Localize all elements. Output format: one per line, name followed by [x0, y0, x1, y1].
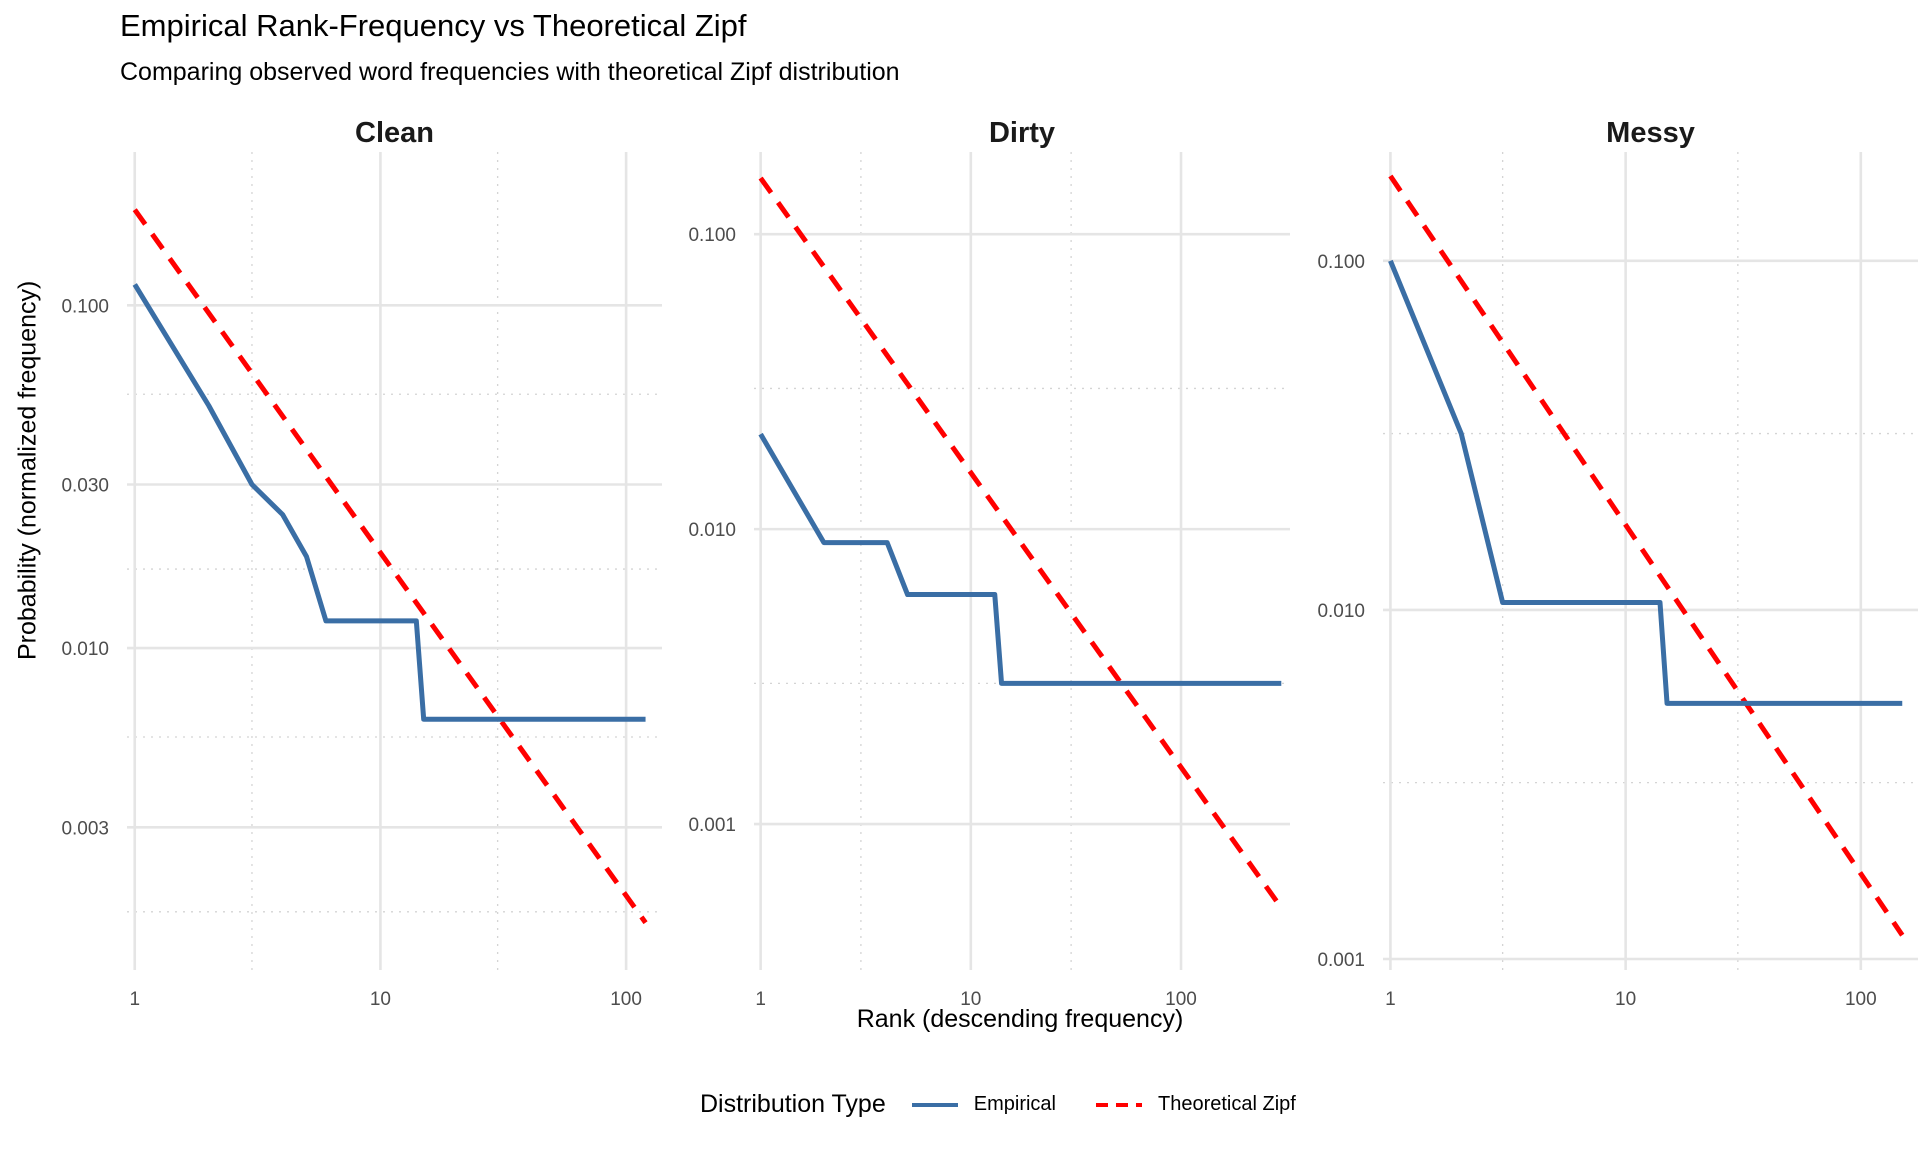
dirty-x-tick-label-1: 10 — [960, 989, 981, 1010]
clean-empirical-line — [132, 283, 646, 722]
legend-label-empirical: Empirical — [973, 1093, 1056, 1115]
chart-title: Empirical Rank-Frequency vs Theoretical … — [120, 8, 747, 43]
dirty-y-tick-label-0: 0.001 — [688, 815, 736, 836]
messy-y-tick-label-1: 0.010 — [1317, 601, 1365, 622]
dirty-x-tick-label-0: 1 — [755, 989, 766, 1010]
legend-label-theoretical: Theoretical Zipf — [1158, 1093, 1296, 1115]
dirty-empirical-line — [758, 432, 1282, 686]
messy-empirical-line — [1388, 259, 1903, 706]
chart-subtitle: Comparing observed word frequencies with… — [120, 58, 900, 86]
dirty-x-tick-label-2: 100 — [1165, 989, 1197, 1010]
dirty-y-tick-label-2: 0.100 — [688, 225, 736, 246]
dirty-facet-title: Dirty — [989, 117, 1055, 149]
clean-facet-title: Clean — [355, 117, 434, 149]
messy-facet-title: Messy — [1606, 117, 1695, 149]
messy-x-tick-label-2: 100 — [1845, 989, 1877, 1010]
clean-x-tick-label-2: 100 — [610, 989, 642, 1010]
legend-title: Distribution Type — [700, 1090, 886, 1118]
clean-theoretical-zipf-line — [132, 208, 648, 925]
legend-item-empirical: Empirical — [910, 1093, 1056, 1117]
dirty-y-tick-label-1: 0.010 — [688, 520, 736, 541]
legend-key-theoretical — [1096, 1102, 1142, 1107]
x-axis-label: Rank (descending frequency) — [856, 1005, 1184, 1033]
messy-y-tick-label-2: 0.100 — [1317, 252, 1365, 273]
legend-key-empirical — [911, 1102, 958, 1107]
y-axis-label: Probability (normalized frequency) — [13, 280, 42, 660]
legend-item-theoretical: Theoretical Zipf — [1094, 1093, 1296, 1117]
legend: Distribution Type Empirical Theoretical … — [700, 1090, 1334, 1119]
clean-y-tick-label-1: 0.010 — [61, 639, 109, 660]
messy-x-tick-label-0: 1 — [1385, 989, 1396, 1010]
clean-y-tick-label-2: 0.030 — [61, 475, 109, 496]
clean-x-tick-label-0: 1 — [129, 989, 140, 1010]
messy-theoretical-zipf-line — [1388, 174, 1905, 937]
clean-y-tick-label-0: 0.003 — [61, 818, 109, 839]
clean-y-tick-label-3: 0.100 — [61, 296, 109, 317]
messy-y-tick-label-0: 0.001 — [1317, 950, 1365, 971]
clean-x-tick-label-1: 10 — [370, 989, 391, 1010]
messy-x-tick-label-1: 10 — [1615, 989, 1636, 1010]
